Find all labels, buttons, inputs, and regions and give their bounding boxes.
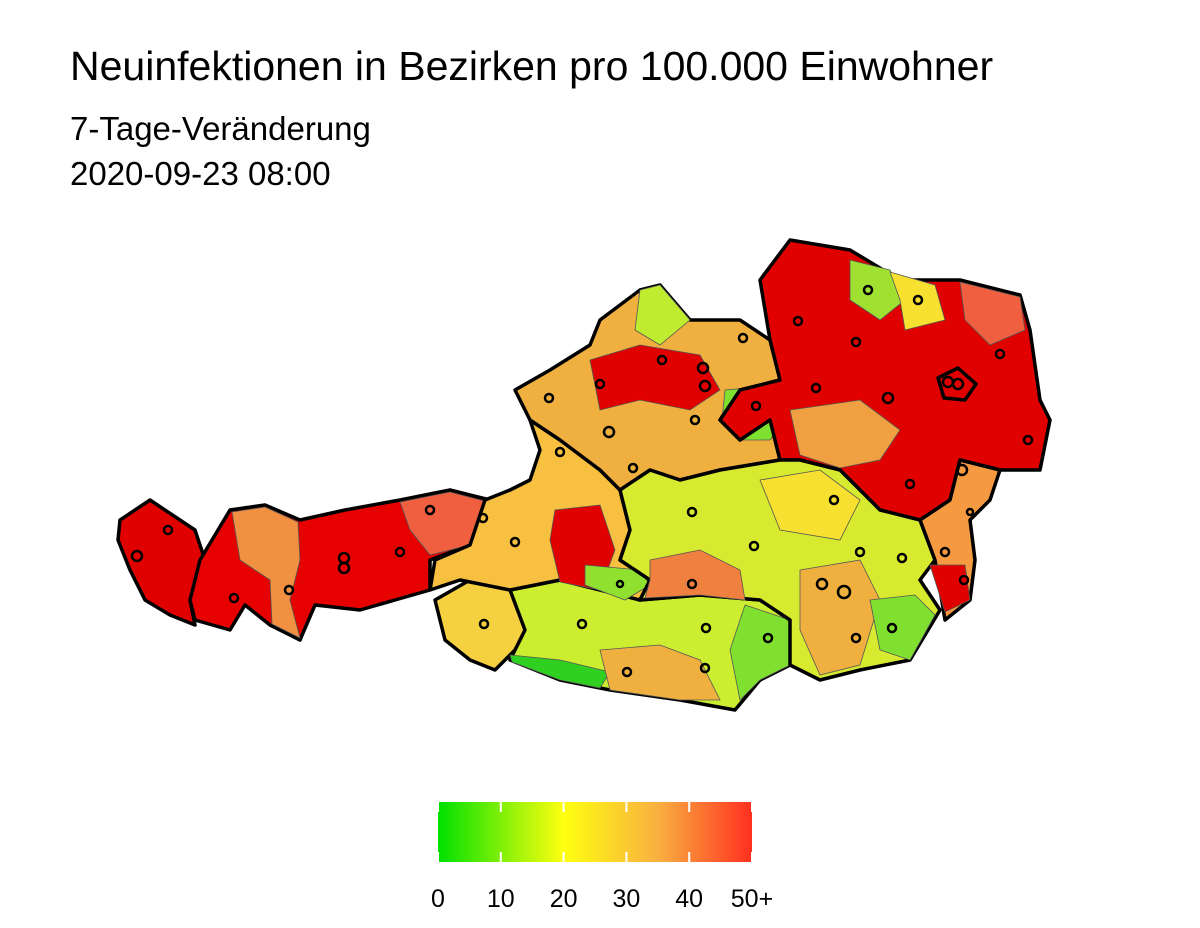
district — [599, 644, 721, 701]
subtitle: 7-Tage-Veränderung — [70, 110, 371, 147]
title: Neuinfektionen in Bezirken pro 100.000 E… — [70, 43, 993, 89]
district — [889, 271, 946, 331]
tick-label: 0 — [431, 885, 445, 913]
district — [634, 284, 691, 346]
district — [644, 549, 746, 601]
tick-label: 20 — [550, 885, 578, 913]
district — [789, 399, 901, 469]
district-markers — [130, 284, 1034, 678]
district — [509, 654, 611, 689]
tick-label: 50+ — [731, 885, 773, 913]
map — [116, 238, 1052, 712]
district — [589, 344, 721, 411]
color-bar — [438, 802, 752, 862]
tick-label: 40 — [675, 885, 703, 913]
region — [116, 498, 207, 627]
district — [759, 469, 861, 541]
tick-label: 30 — [612, 885, 640, 913]
district — [959, 281, 1026, 346]
timestamp: 2020-09-23 08:00 — [70, 155, 331, 192]
legend: 0 10 20 30 40 50+ — [431, 802, 773, 913]
district — [869, 594, 936, 661]
district — [231, 506, 301, 639]
tick-label: 10 — [487, 885, 515, 913]
